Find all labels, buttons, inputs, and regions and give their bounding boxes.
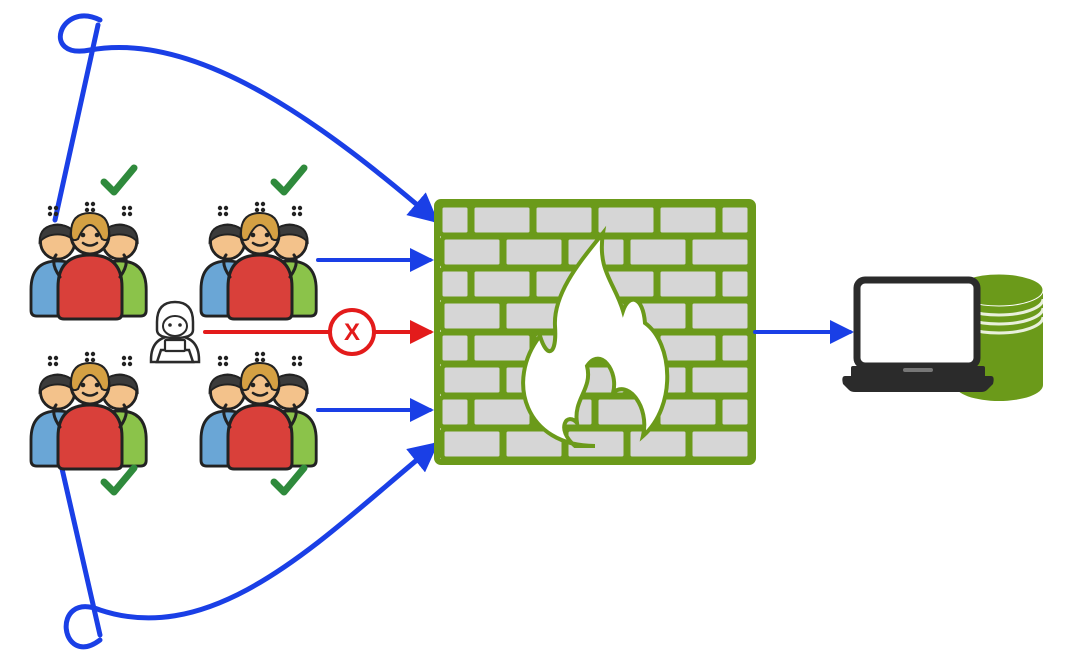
checkmark-icon — [274, 168, 304, 192]
laptop-icon — [842, 280, 993, 392]
user-group-icon — [201, 202, 316, 319]
checkmark-icon — [104, 168, 134, 192]
hacker-icon — [151, 302, 199, 362]
allow-curve-arrow — [66, 445, 435, 647]
user-group-icon — [31, 352, 146, 469]
checkmark-icon — [104, 468, 134, 492]
checkmark-icon — [274, 468, 304, 492]
firewall-icon — [437, 202, 753, 462]
boundary-line — [55, 25, 98, 220]
user-group-icon — [31, 202, 146, 319]
block-marker-label: X — [344, 319, 360, 346]
firewall-diagram: X — [0, 0, 1079, 664]
user-group-icon — [201, 352, 316, 469]
